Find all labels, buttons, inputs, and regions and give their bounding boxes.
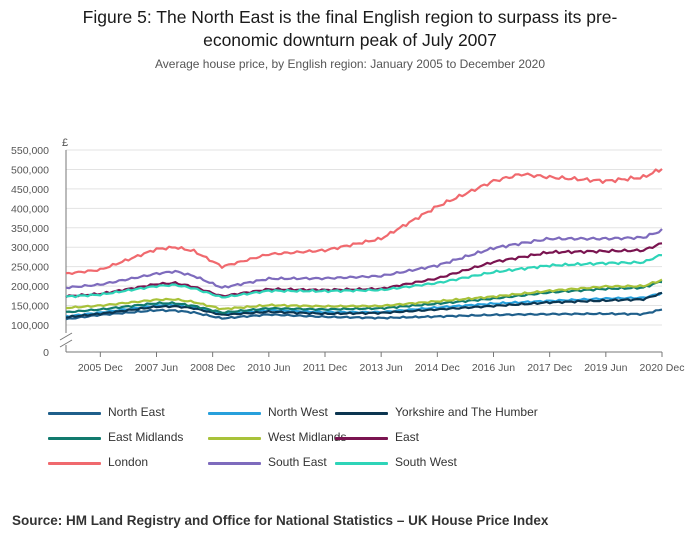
chart-title-line-1: Figure 5: The North East is the final En… bbox=[82, 7, 618, 27]
legend-swatch bbox=[48, 437, 101, 440]
legend-swatch bbox=[208, 462, 261, 465]
line-chart: 0 100,000 150,000 200,000 250,000 300,000 350,… bbox=[11, 137, 685, 374]
x-tick-label: 2019 Jun bbox=[584, 362, 627, 374]
y-tick-label: 350,000 bbox=[11, 223, 49, 235]
x-tick-label: 2020 Dec bbox=[640, 362, 685, 374]
y-tick-label: 500,000 bbox=[11, 164, 49, 176]
legend-label: East Midlands bbox=[108, 430, 184, 444]
legend-label: West Midlands bbox=[268, 430, 347, 444]
series-line-london bbox=[65, 168, 663, 275]
x-tick-label: 2016 Jun bbox=[472, 362, 515, 374]
legend-swatch bbox=[48, 412, 101, 415]
series-line-yorkshire-and-the-humber bbox=[65, 291, 663, 319]
y-tick-label: 300,000 bbox=[11, 242, 49, 254]
x-tick-label: 2008 Dec bbox=[190, 362, 235, 374]
x-tick-label: 2013 Jun bbox=[360, 362, 403, 374]
series-line-south-west bbox=[65, 254, 663, 299]
series-line-west-midlands bbox=[66, 278, 663, 311]
legend-label: North East bbox=[108, 405, 165, 419]
legend-label: Yorkshire and The Humber bbox=[395, 405, 538, 419]
series-line-east-midlands bbox=[65, 280, 663, 314]
x-tick-label: 2007 Jun bbox=[135, 362, 178, 374]
y-tick-label: 100,000 bbox=[11, 320, 49, 332]
y-axis-unit-label: £ bbox=[62, 137, 68, 149]
legend-label: South West bbox=[395, 455, 457, 469]
y-tick-label: 400,000 bbox=[11, 203, 49, 215]
legend-swatch bbox=[335, 437, 388, 440]
x-tick-label: 2005 Dec bbox=[78, 362, 123, 374]
y-tick-label: 200,000 bbox=[11, 281, 49, 293]
chart-title-line-2: economic downturn peak of July 2007 bbox=[203, 30, 497, 50]
legend-label: South East bbox=[268, 455, 327, 469]
y-tick-label: 150,000 bbox=[11, 301, 49, 313]
legend-swatch bbox=[208, 412, 261, 415]
legend-label: East bbox=[395, 430, 420, 444]
series-line-north-east bbox=[65, 308, 663, 321]
legend-swatch bbox=[208, 437, 261, 440]
legend-swatch bbox=[48, 462, 101, 465]
legend-label: London bbox=[108, 455, 149, 469]
legend-swatch bbox=[335, 462, 388, 465]
x-tick-label: 2011 Dec bbox=[303, 362, 347, 374]
chart-subtitle: Average house price, by English region: … bbox=[154, 57, 546, 71]
source-note: Source: HM Land Registry and Office for … bbox=[12, 513, 549, 528]
series-line-south-east bbox=[65, 228, 663, 290]
legend-swatch bbox=[335, 412, 388, 415]
legend-label: North West bbox=[268, 405, 328, 419]
y-tick-label: 250,000 bbox=[11, 262, 49, 274]
x-tick-label: 2017 Dec bbox=[527, 362, 572, 374]
chart-title: Figure 5: The North East is the final En… bbox=[0, 6, 700, 52]
series-line-east bbox=[65, 242, 663, 299]
axis-break-mark bbox=[59, 339, 73, 348]
y-tick-label: 550,000 bbox=[11, 145, 49, 157]
x-tick-label: 2010 Jun bbox=[247, 362, 290, 374]
y-tick-label: 450,000 bbox=[11, 184, 49, 196]
axis-break-mark bbox=[59, 332, 73, 341]
y-tick-label: 0 bbox=[43, 347, 49, 359]
x-tick-label: 2014 Dec bbox=[415, 362, 460, 374]
